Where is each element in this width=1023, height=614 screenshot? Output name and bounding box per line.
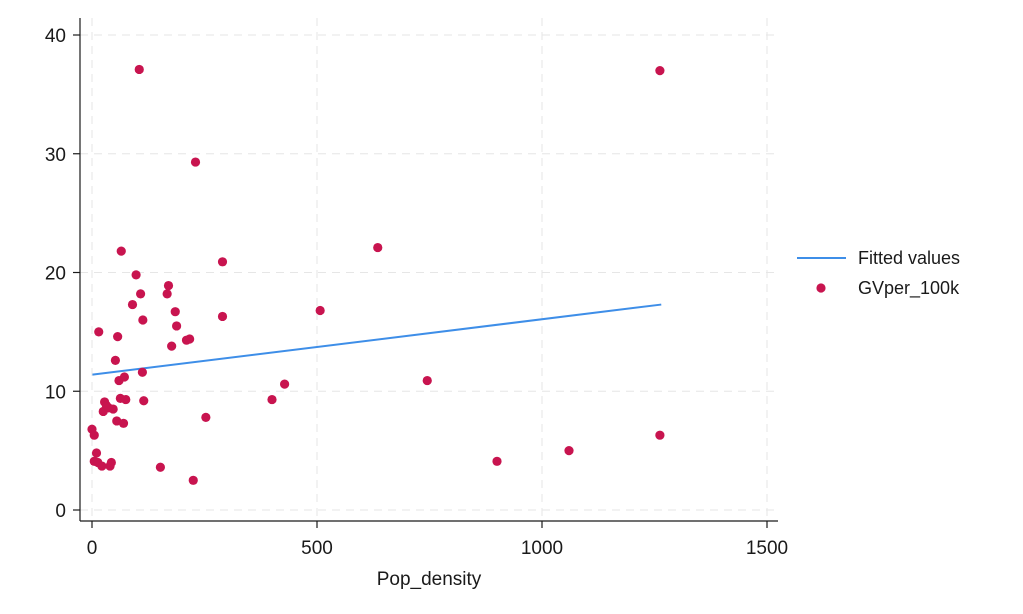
fitted-line-layer [92, 303, 662, 376]
legend: Fitted values GVper_100k [797, 248, 960, 299]
scatter-point [155, 462, 165, 472]
y-tick-label: 30 [45, 145, 66, 166]
scatter-point [190, 157, 201, 167]
scatter-point [97, 461, 107, 471]
scatter-point [172, 321, 182, 331]
scatter-point [163, 280, 174, 291]
legend-label-fitted-values: Fitted values [858, 248, 960, 268]
scatter-point [422, 375, 432, 386]
scatter-point [119, 372, 129, 382]
scatter-point [136, 289, 146, 299]
scatter-point [201, 412, 211, 422]
x-tick-label: 1500 [746, 538, 788, 559]
scatter-point [217, 257, 228, 267]
scatter-point [492, 456, 502, 466]
scatter-point [121, 394, 131, 405]
scatter-point [217, 311, 228, 322]
y-tick-label: 20 [45, 264, 66, 285]
legend-label-gvper-100k: GVper_100k [858, 278, 960, 299]
x-tick-label: 0 [87, 538, 98, 559]
scatter-point [134, 64, 144, 75]
scatter-point [564, 446, 574, 456]
scatter-point [170, 307, 180, 317]
ticks: 0 500 1000 1500 0 10 20 30 40 [45, 26, 788, 559]
scatter-point [188, 475, 198, 485]
y-tick-label: 40 [45, 26, 66, 47]
axes [79, 18, 778, 522]
data-points [87, 64, 665, 485]
scatter-point [373, 242, 383, 253]
x-axis-title: Pop_density [377, 569, 482, 590]
scatter-point [91, 448, 102, 458]
y-tick-label: 10 [45, 382, 66, 403]
scatter-point [167, 341, 177, 351]
scatter-point [162, 289, 172, 299]
scatter-point [116, 246, 126, 256]
x-tick-label: 500 [301, 538, 333, 559]
scatter-point [131, 270, 141, 280]
x-tick-label: 1000 [521, 538, 563, 559]
scatter-point [280, 379, 290, 389]
scatter-point [108, 404, 118, 414]
scatter-point [267, 394, 277, 405]
scatter-point [655, 66, 665, 76]
scatter-point [315, 305, 325, 316]
scatter-point [138, 315, 148, 325]
scatter-point [655, 430, 665, 440]
scatter-point [94, 327, 104, 337]
scatter-point [118, 418, 129, 428]
scatter-point [106, 457, 116, 468]
scatter-point [89, 430, 99, 440]
scatter-point [137, 367, 147, 377]
grid [80, 18, 778, 521]
scatter-point [113, 332, 123, 342]
scatter-point [139, 396, 149, 406]
fitted-values-line [92, 303, 662, 376]
legend-swatch-scatter-point [816, 283, 826, 293]
y-tick-label: 0 [55, 501, 66, 522]
scatter-point [185, 334, 195, 344]
scatter-point [127, 299, 138, 310]
scatter-point [110, 355, 120, 365]
